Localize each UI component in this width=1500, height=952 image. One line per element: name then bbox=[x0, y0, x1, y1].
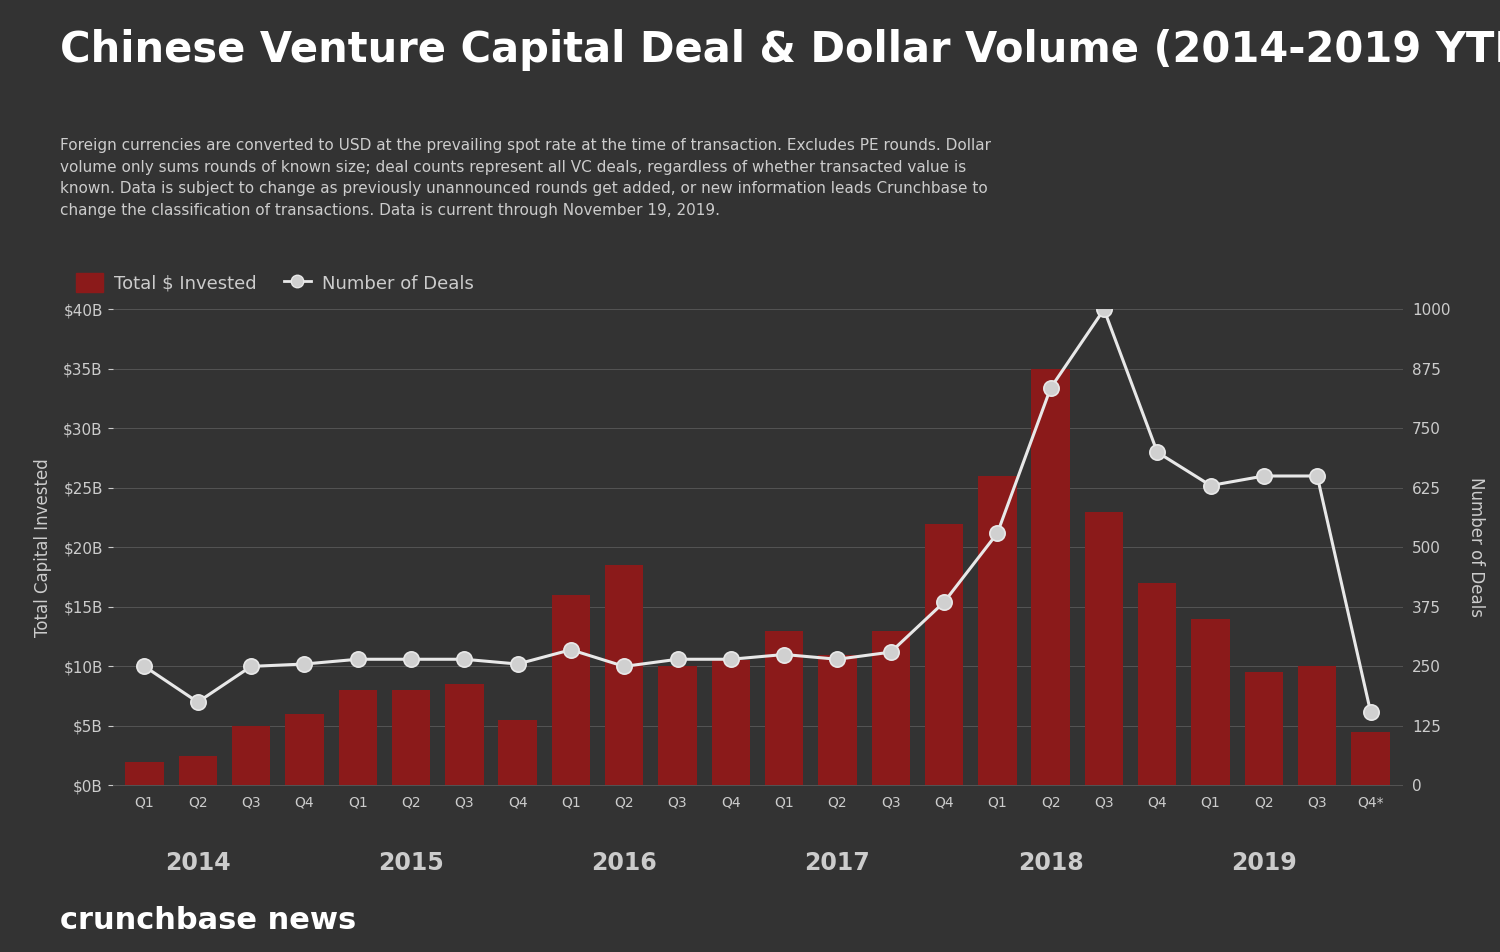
Bar bbox=[285, 714, 324, 785]
Bar bbox=[339, 690, 376, 785]
Y-axis label: Number of Deals: Number of Deals bbox=[1467, 477, 1485, 618]
Text: 2018: 2018 bbox=[1019, 851, 1083, 875]
Bar bbox=[446, 684, 483, 785]
Text: Chinese Venture Capital Deal & Dollar Volume (2014-2019 YTD): Chinese Venture Capital Deal & Dollar Vo… bbox=[60, 29, 1500, 70]
Bar bbox=[126, 762, 164, 785]
Bar bbox=[871, 630, 910, 785]
Bar bbox=[658, 666, 696, 785]
Bar bbox=[552, 595, 590, 785]
Bar bbox=[819, 655, 856, 785]
Bar bbox=[926, 524, 963, 785]
Bar bbox=[1245, 672, 1282, 785]
Bar bbox=[1298, 666, 1336, 785]
Bar bbox=[498, 720, 537, 785]
Text: 2017: 2017 bbox=[804, 851, 870, 875]
Bar bbox=[711, 661, 750, 785]
Bar bbox=[1352, 732, 1389, 785]
Bar bbox=[765, 630, 804, 785]
Bar bbox=[178, 756, 218, 785]
Bar bbox=[1191, 619, 1230, 785]
Y-axis label: Total Capital Invested: Total Capital Invested bbox=[34, 458, 53, 637]
Bar bbox=[604, 565, 644, 785]
Text: 2016: 2016 bbox=[591, 851, 657, 875]
Text: 2015: 2015 bbox=[378, 851, 444, 875]
Bar bbox=[392, 690, 430, 785]
Bar bbox=[1138, 583, 1176, 785]
Bar bbox=[1084, 512, 1124, 785]
Text: 2014: 2014 bbox=[165, 851, 231, 875]
Bar bbox=[232, 725, 270, 785]
Legend: Total $ Invested, Number of Deals: Total $ Invested, Number of Deals bbox=[69, 266, 482, 300]
Bar bbox=[1032, 368, 1070, 785]
Text: crunchbase news: crunchbase news bbox=[60, 906, 357, 935]
Bar bbox=[978, 476, 1017, 785]
Text: Foreign currencies are converted to USD at the prevailing spot rate at the time : Foreign currencies are converted to USD … bbox=[60, 138, 992, 218]
Text: 2019: 2019 bbox=[1232, 851, 1298, 875]
